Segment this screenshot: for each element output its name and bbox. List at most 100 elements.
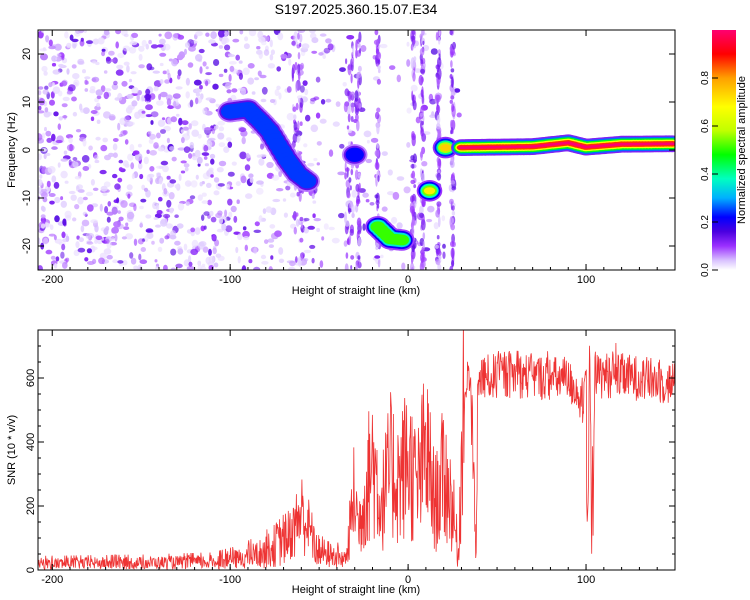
heatmap-speckle bbox=[387, 169, 393, 176]
heatmap-speckle bbox=[131, 173, 135, 180]
heatmap-streak bbox=[357, 42, 361, 48]
heatmap-streak bbox=[300, 253, 304, 261]
heatmap-speckle bbox=[47, 166, 56, 174]
chart-title: S197.2025.360.15.07.E34 bbox=[275, 1, 438, 17]
heatmap-speckle bbox=[205, 80, 209, 87]
heatmap-speckle bbox=[347, 129, 352, 134]
heatmap-speckle bbox=[351, 189, 357, 198]
heatmap-speckle bbox=[38, 237, 41, 245]
heatmap-speckle bbox=[254, 221, 260, 227]
heatmap-speckle bbox=[325, 38, 332, 44]
heatmap-streak bbox=[435, 246, 439, 257]
heatmap-speckle bbox=[84, 76, 91, 80]
heatmap-speckle bbox=[456, 112, 462, 118]
heatmap-speckle bbox=[180, 129, 184, 134]
heatmap-contour bbox=[423, 187, 436, 195]
heatmap-speckle bbox=[328, 149, 334, 157]
heatmap-speckle bbox=[44, 126, 47, 132]
heatmap-speckle bbox=[72, 43, 77, 49]
heatmap-speckle bbox=[157, 119, 166, 127]
heatmap-speckle bbox=[71, 96, 77, 102]
heatmap-speckle bbox=[60, 170, 68, 179]
heatmap-speckle bbox=[158, 33, 162, 37]
heatmap-speckle bbox=[153, 142, 159, 149]
heatmap-speckle bbox=[410, 84, 418, 92]
heatmap-streak bbox=[292, 133, 298, 144]
heatmap-speckle bbox=[188, 153, 193, 159]
heatmap-speckle bbox=[146, 174, 152, 182]
heatmap-speckle bbox=[53, 111, 59, 117]
heatmap-speckle bbox=[38, 153, 42, 161]
heatmap-speckle bbox=[261, 260, 269, 265]
heatmap-speckle bbox=[62, 96, 70, 102]
heatmap-speckle bbox=[190, 120, 199, 127]
heatmap-speckle bbox=[313, 218, 322, 222]
heatmap-speckle bbox=[230, 205, 237, 213]
heatmap-speckle bbox=[226, 137, 232, 142]
heatmap-speckle bbox=[153, 86, 159, 92]
heatmap-speckle bbox=[62, 238, 68, 243]
heatmap-speckle bbox=[133, 203, 137, 212]
heatmap-speckle bbox=[82, 196, 88, 201]
heatmap-streak bbox=[435, 244, 439, 249]
heatmap-streak bbox=[299, 42, 302, 48]
heatmap-streak bbox=[420, 252, 425, 263]
heatmap-speckle bbox=[406, 107, 412, 114]
heatmap-streak bbox=[450, 126, 454, 134]
heatmap-streak bbox=[296, 136, 300, 143]
heatmap-speckle bbox=[55, 56, 63, 62]
heatmap-speckle bbox=[58, 63, 64, 68]
heatmap-speckle bbox=[309, 244, 316, 249]
heatmap-speckle bbox=[114, 233, 118, 242]
heatmap-speckle bbox=[322, 54, 327, 59]
heatmap-speckle bbox=[117, 177, 123, 183]
heatmap-speckle bbox=[91, 246, 98, 251]
heatmap-speckle bbox=[82, 107, 90, 114]
heatmap-speckle bbox=[40, 205, 45, 211]
heatmap-streak bbox=[412, 72, 416, 82]
heatmap-speckle bbox=[278, 92, 282, 100]
heatmap-streak bbox=[300, 221, 304, 229]
heatmap-speckle bbox=[138, 253, 142, 261]
heatmap-speckle bbox=[150, 120, 154, 125]
heatmap-speckle bbox=[159, 52, 167, 57]
heatmap-speckle bbox=[55, 139, 63, 144]
heatmap-speckle bbox=[141, 184, 146, 190]
heatmap-speckle bbox=[122, 130, 128, 135]
heatmap-speckle bbox=[318, 52, 324, 56]
heatmap-speckle bbox=[163, 43, 171, 51]
heatmap-speckle bbox=[52, 86, 61, 94]
heatmap-speckle bbox=[129, 252, 134, 259]
heatmap-speckle bbox=[197, 133, 202, 139]
heatmap-feature-diagonal-track bbox=[217, 98, 320, 192]
heatmap-streak bbox=[357, 65, 362, 72]
heatmap-speckle bbox=[208, 167, 214, 172]
heatmap-speckle bbox=[152, 70, 160, 74]
heatmap-streak bbox=[437, 263, 442, 270]
heatmap-speckle bbox=[403, 186, 411, 194]
heatmap-feature-blob-near-13 bbox=[416, 180, 443, 202]
heatmap-speckle bbox=[55, 256, 60, 262]
heatmap-speckle bbox=[111, 83, 119, 90]
heatmap-speckle bbox=[85, 191, 94, 197]
heatmap-speckle bbox=[139, 173, 144, 180]
heatmap-speckle bbox=[145, 104, 153, 111]
heatmap-speckle bbox=[149, 133, 156, 140]
heatmap-speckle bbox=[93, 154, 99, 160]
heatmap-streak bbox=[345, 58, 348, 65]
heatmap-speckle bbox=[149, 166, 155, 172]
heatmap-speckle bbox=[126, 211, 135, 220]
heatmap-streak bbox=[300, 62, 305, 70]
heatmap-speckle bbox=[205, 97, 214, 101]
heatmap-streak bbox=[343, 101, 348, 113]
heatmap-speckle bbox=[280, 53, 288, 59]
heatmap-speckle bbox=[157, 147, 165, 152]
heatmap-speckle bbox=[366, 139, 370, 144]
heatmap-speckle bbox=[339, 143, 345, 149]
heatmap-speckle bbox=[95, 61, 100, 66]
heatmap-speckle bbox=[221, 37, 230, 44]
heatmap-speckle bbox=[338, 212, 345, 219]
heatmap-speckle bbox=[138, 53, 143, 61]
heatmap-speckle bbox=[213, 177, 220, 183]
